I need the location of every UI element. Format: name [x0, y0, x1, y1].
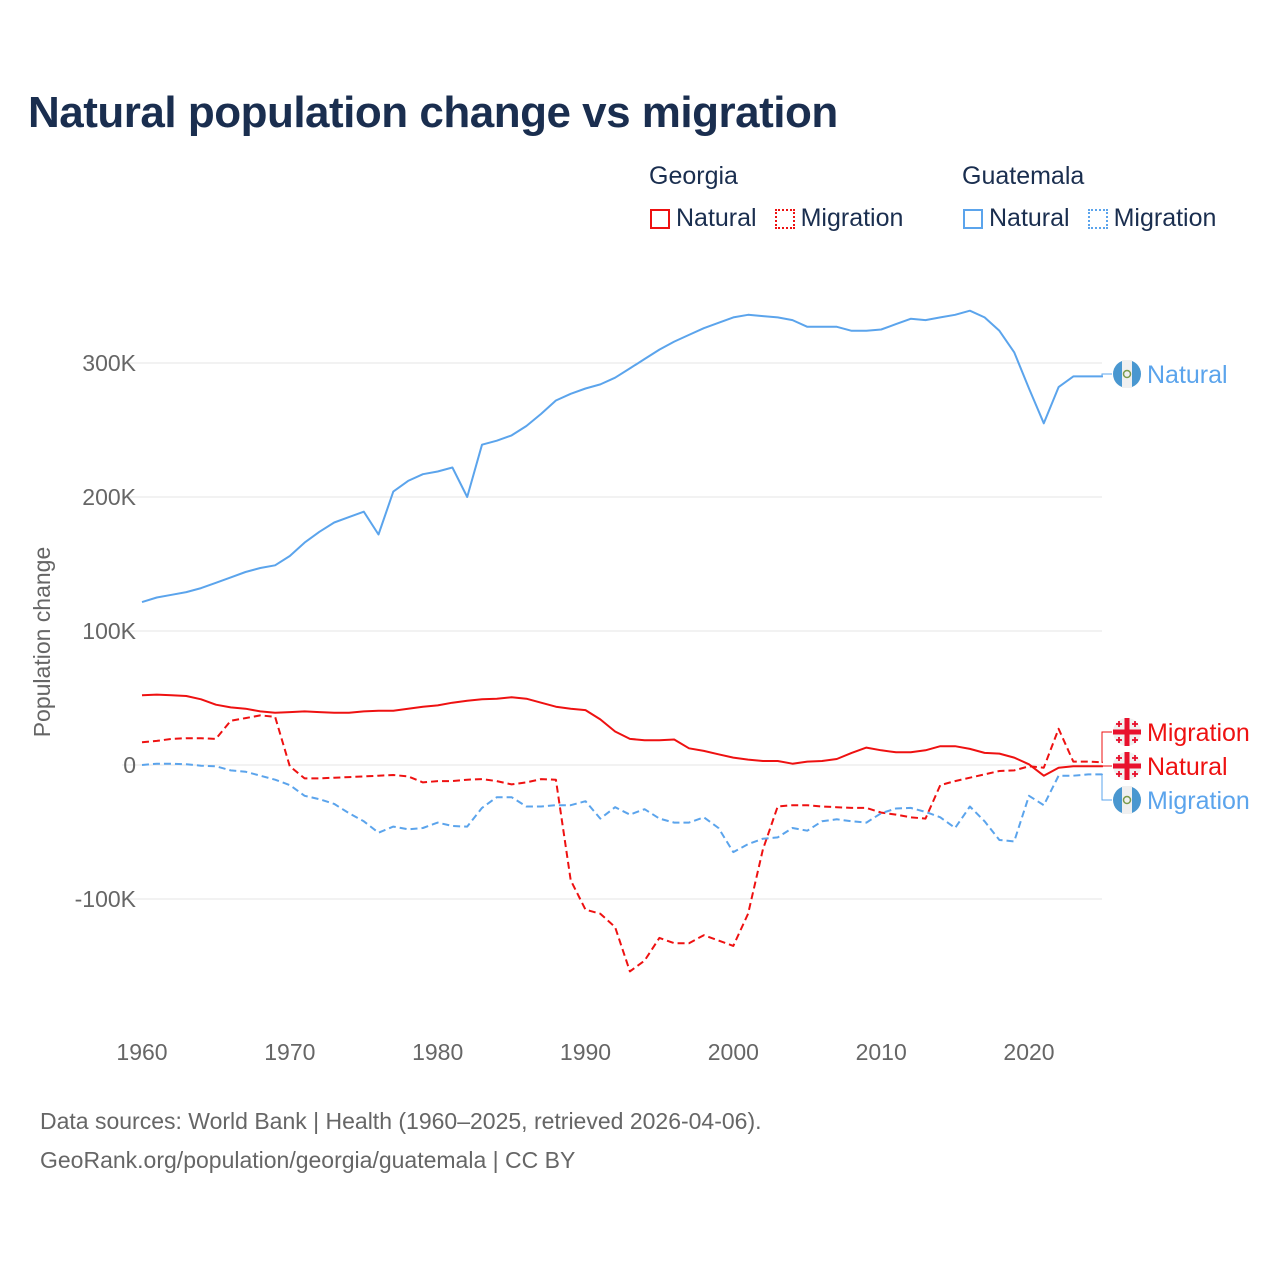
flag-cross-h: [1113, 729, 1141, 735]
legend-guatemala-items: Natural Migration: [963, 204, 1216, 233]
label-connector: [1101, 373, 1112, 377]
flag-small-cross: [1116, 773, 1122, 775]
flag-white-band: [1122, 360, 1132, 388]
y-tick-label: 0: [123, 752, 136, 778]
end-label-guatemala-natural: Natural: [1147, 361, 1228, 389]
flag-small-cross: [1134, 721, 1136, 727]
flag-small-cross: [1118, 721, 1120, 727]
flag-small-cross: [1132, 739, 1138, 741]
flag-small-cross: [1134, 755, 1136, 761]
x-tick-label: 2010: [856, 1039, 907, 1065]
swatch-dotted-red: [774, 208, 795, 229]
legend-item-guatemala-migration[interactable]: Migration: [1087, 204, 1217, 233]
legend-item-georgia-natural[interactable]: Natural: [650, 204, 757, 233]
y-tick-label: -100K: [75, 886, 137, 912]
footer-credit[interactable]: GeoRank.org/population/georgia/guatemala…: [40, 1147, 576, 1173]
end-label-guatemala-migration: Migration: [1147, 787, 1250, 815]
x-tick-label: 1970: [264, 1039, 315, 1065]
guatemala-flag-icon: [1113, 360, 1141, 388]
x-tick-label: 2000: [708, 1039, 759, 1065]
legend-group-georgia: Georgia: [649, 162, 738, 190]
legend-georgia-items: Natural Migration: [650, 204, 903, 233]
legend-item-georgia-migration[interactable]: Migration: [774, 204, 904, 233]
x-tick-label: 1960: [116, 1039, 167, 1065]
flag-bg: [1113, 786, 1141, 814]
flag-small-cross: [1118, 737, 1120, 743]
flag-bg: [1113, 360, 1141, 388]
swatch-solid-red: [650, 208, 670, 229]
label-connector: [1101, 731, 1112, 763]
swatch-dotted-blue: [1087, 208, 1108, 229]
flag-small-cross: [1134, 737, 1136, 743]
legend-group-guatemala: Guatemala: [962, 162, 1085, 190]
flag-small-cross: [1134, 771, 1136, 777]
x-tick-label: 2020: [1003, 1039, 1054, 1065]
flag-cross-v: [1124, 718, 1130, 746]
footer-sources: Data sources: World Bank | Health (1960–…: [40, 1108, 762, 1134]
series-line-guatemala-natural: [141, 309, 1103, 604]
flag-bg: [1113, 752, 1141, 780]
end-label-georgia-migration: Migration: [1147, 719, 1250, 747]
x-tick-label: 1990: [560, 1039, 611, 1065]
flag-white-band: [1122, 786, 1132, 814]
flag-emblem: [1122, 369, 1132, 379]
flag-cross-v: [1124, 752, 1130, 780]
y-tick-label: 300K: [82, 350, 136, 376]
flag-bg: [1113, 718, 1141, 746]
series-line-guatemala-migration: [141, 762, 1103, 854]
legend-label: Natural: [676, 204, 757, 232]
y-tick-label: 100K: [82, 618, 136, 644]
series-line-georgia-natural: [141, 693, 1103, 777]
georgia-flag-icon: [1113, 718, 1141, 746]
flag-small-cross: [1132, 773, 1138, 775]
series-line-georgia-migration: [141, 714, 1103, 973]
chart-title: Natural population change vs migration: [28, 88, 838, 137]
flag-small-cross: [1116, 757, 1122, 759]
legend-label: Migration: [800, 204, 904, 232]
flag-small-cross: [1116, 723, 1122, 725]
label-connector: [1101, 773, 1112, 801]
end-label-georgia-natural: Natural: [1147, 753, 1228, 781]
flag-small-cross: [1118, 755, 1120, 761]
y-axis-label: Population change: [29, 547, 55, 738]
flag-emblem: [1122, 795, 1132, 805]
flag-small-cross: [1118, 771, 1120, 777]
x-tick-label: 1980: [412, 1039, 463, 1065]
flag-cross-h: [1113, 763, 1141, 769]
flag-small-cross: [1116, 739, 1122, 741]
flag-small-cross: [1132, 723, 1138, 725]
legend-label: Migration: [1113, 204, 1217, 232]
legend-item-guatemala-natural[interactable]: Natural: [963, 204, 1070, 233]
guatemala-flag-icon: [1113, 786, 1141, 814]
georgia-flag-icon: [1113, 752, 1141, 780]
flag-small-cross: [1132, 757, 1138, 759]
legend-label: Natural: [989, 204, 1070, 232]
y-tick-label: 200K: [82, 484, 136, 510]
swatch-solid-blue: [963, 208, 983, 229]
